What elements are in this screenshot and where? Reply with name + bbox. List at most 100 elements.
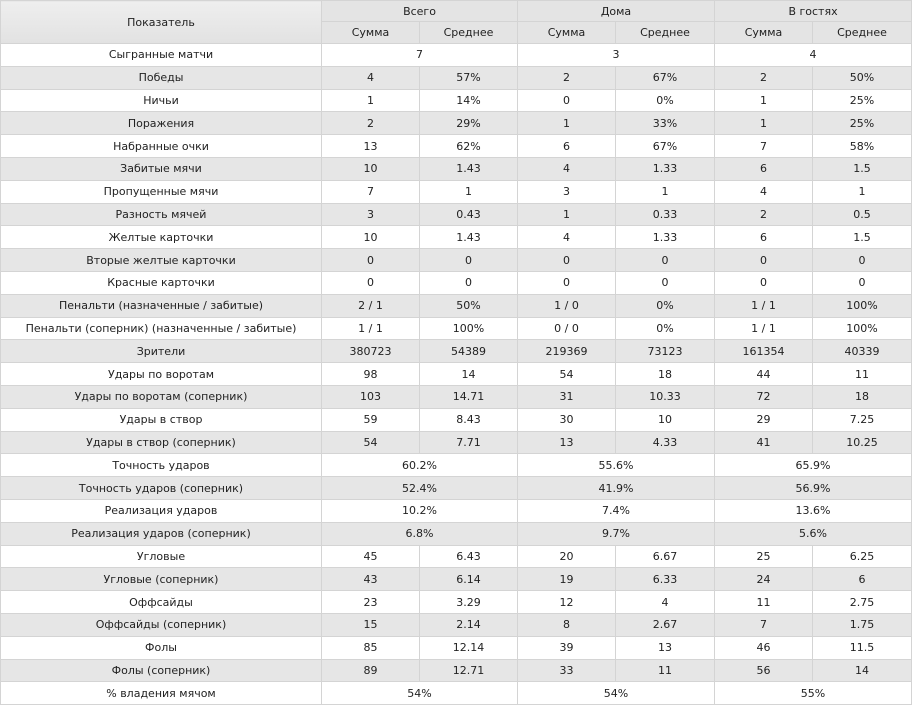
average-cell: 2.14 bbox=[419, 612, 518, 637]
row-label: Ничьи bbox=[0, 88, 322, 113]
average-cell: 11 bbox=[811, 362, 912, 386]
sum-cell: 54 bbox=[321, 430, 420, 455]
table-row: Точность ударов 60.2% 55.6% 65.9% bbox=[0, 453, 912, 478]
average-cell: 100% bbox=[811, 316, 912, 341]
average-cell: 13 bbox=[615, 635, 715, 660]
table-row: Угловые (соперник) 43 6.14 19 6.33 24 6 bbox=[0, 567, 912, 592]
table-row: Желтые карточки 10 1.43 4 1.33 6 1.5 bbox=[0, 225, 912, 250]
table-row: Разность мячей 3 0.43 1 0.33 2 0.5 bbox=[0, 202, 912, 227]
row-label: Удары по воротам (соперник) bbox=[0, 384, 322, 409]
sum-cell: 56 bbox=[714, 658, 813, 683]
row-label: Точность ударов (соперник) bbox=[0, 476, 322, 500]
sum-cell: 380723 bbox=[321, 339, 420, 364]
row-label: Угловые bbox=[0, 544, 322, 569]
row-label: Набранные очки bbox=[0, 134, 322, 158]
average-cell: 11.5 bbox=[811, 635, 912, 660]
sum-cell: 15 bbox=[321, 612, 420, 637]
sum-cell: 98 bbox=[321, 362, 420, 386]
sum-cell: 13 bbox=[517, 430, 616, 455]
table-row: Фолы (соперник) 89 12.71 33 11 56 14 bbox=[0, 658, 912, 683]
average-cell: 12.14 bbox=[419, 635, 518, 660]
sum-cell: 103 bbox=[321, 384, 420, 409]
average-cell: 50% bbox=[419, 293, 518, 318]
merged-value-cell: 7.4% bbox=[517, 498, 715, 523]
merged-value-cell: 54% bbox=[321, 681, 518, 705]
sum-cell: 59 bbox=[321, 407, 420, 432]
sum-cell: 10 bbox=[321, 225, 420, 250]
average-cell: 2.75 bbox=[811, 590, 912, 614]
sum-cell: 20 bbox=[517, 544, 616, 569]
group-header-away: В гостях bbox=[713, 0, 912, 22]
row-label: Пенальти (назначенные / забитые) bbox=[0, 293, 322, 318]
sum-cell: 33 bbox=[517, 658, 616, 683]
average-cell: 1 bbox=[615, 179, 715, 204]
average-cell: 40339 bbox=[811, 339, 912, 364]
average-cell: 58% bbox=[811, 134, 912, 158]
average-cell: 25% bbox=[811, 111, 912, 136]
sum-cell: 1 bbox=[714, 88, 813, 113]
row-label: Сыгранные матчи bbox=[0, 43, 322, 67]
row-label: Победы bbox=[0, 65, 322, 90]
average-cell: 1 bbox=[811, 179, 912, 204]
average-cell: 0.33 bbox=[615, 202, 715, 227]
sum-cell: 4 bbox=[517, 225, 616, 250]
average-cell: 0% bbox=[615, 88, 715, 113]
average-cell: 100% bbox=[419, 316, 518, 341]
table-row: Вторые желтые карточки 0 0 0 0 0 0 bbox=[0, 248, 912, 272]
sum-cell: 1 bbox=[714, 111, 813, 136]
table-row: Реализация ударов 10.2% 7.4% 13.6% bbox=[0, 498, 912, 523]
average-cell: 1.75 bbox=[811, 612, 912, 637]
sum-cell: 1 / 1 bbox=[714, 316, 813, 341]
sum-cell: 0 bbox=[517, 270, 616, 295]
average-cell: 8.43 bbox=[419, 407, 518, 432]
sum-cell: 7 bbox=[714, 134, 813, 158]
average-cell: 14.71 bbox=[419, 384, 518, 409]
average-cell: 0.5 bbox=[811, 202, 912, 227]
average-header: Среднее bbox=[615, 21, 715, 44]
sum-cell: 8 bbox=[517, 612, 616, 637]
table-row: Сыгранные матчи 7 3 4 bbox=[0, 43, 912, 67]
average-cell: 54389 bbox=[419, 339, 518, 364]
table-row: Пенальти (соперник) (назначенные / забит… bbox=[0, 316, 912, 341]
table-header: Показатель Всего Дома В гостях Сумма Сре… bbox=[0, 0, 912, 44]
average-cell: 62% bbox=[419, 134, 518, 158]
average-cell: 0% bbox=[615, 316, 715, 341]
sum-cell: 4 bbox=[321, 65, 420, 90]
row-label: Удары по воротам bbox=[0, 362, 322, 386]
sum-cell: 0 / 0 bbox=[517, 316, 616, 341]
row-label: Поражения bbox=[0, 111, 322, 136]
average-cell: 6.43 bbox=[419, 544, 518, 569]
table-row: Набранные очки 13 62% 6 67% 7 58% bbox=[0, 134, 912, 158]
sum-cell: 0 bbox=[714, 270, 813, 295]
row-label: Фолы (соперник) bbox=[0, 658, 322, 683]
sum-header: Сумма bbox=[517, 21, 616, 44]
average-cell: 0 bbox=[419, 248, 518, 272]
sum-cell: 4 bbox=[714, 179, 813, 204]
row-label: Пропущенные мячи bbox=[0, 179, 322, 204]
table-row: Угловые 45 6.43 20 6.67 25 6.25 bbox=[0, 544, 912, 569]
table-row: Поражения 2 29% 1 33% 1 25% bbox=[0, 111, 912, 136]
sum-cell: 2 bbox=[714, 202, 813, 227]
sum-cell: 31 bbox=[517, 384, 616, 409]
average-cell: 73123 bbox=[615, 339, 715, 364]
sum-cell: 2 bbox=[517, 65, 616, 90]
row-label: Оффсайды bbox=[0, 590, 322, 614]
sum-cell: 0 bbox=[321, 270, 420, 295]
row-label: Зрители bbox=[0, 339, 322, 364]
merged-value-cell: 5.6% bbox=[713, 521, 912, 546]
sum-cell: 3 bbox=[321, 202, 420, 227]
average-cell: 10 bbox=[615, 407, 715, 432]
average-cell: 67% bbox=[615, 134, 715, 158]
row-label: Удары в створ bbox=[0, 407, 322, 432]
sum-cell: 4 bbox=[517, 156, 616, 181]
sum-cell: 19 bbox=[517, 567, 616, 592]
table-row: Пропущенные мячи 7 1 3 1 4 1 bbox=[0, 179, 912, 204]
sum-cell: 2 bbox=[714, 65, 813, 90]
average-cell: 1.5 bbox=[811, 156, 912, 181]
average-cell: 6.67 bbox=[615, 544, 715, 569]
sum-cell: 6 bbox=[714, 156, 813, 181]
table-row: % владения мячом 54% 54% 55% bbox=[0, 681, 912, 705]
sum-cell: 2 bbox=[321, 111, 420, 136]
average-cell: 6.33 bbox=[615, 567, 715, 592]
merged-value-cell: 56.9% bbox=[713, 476, 912, 500]
